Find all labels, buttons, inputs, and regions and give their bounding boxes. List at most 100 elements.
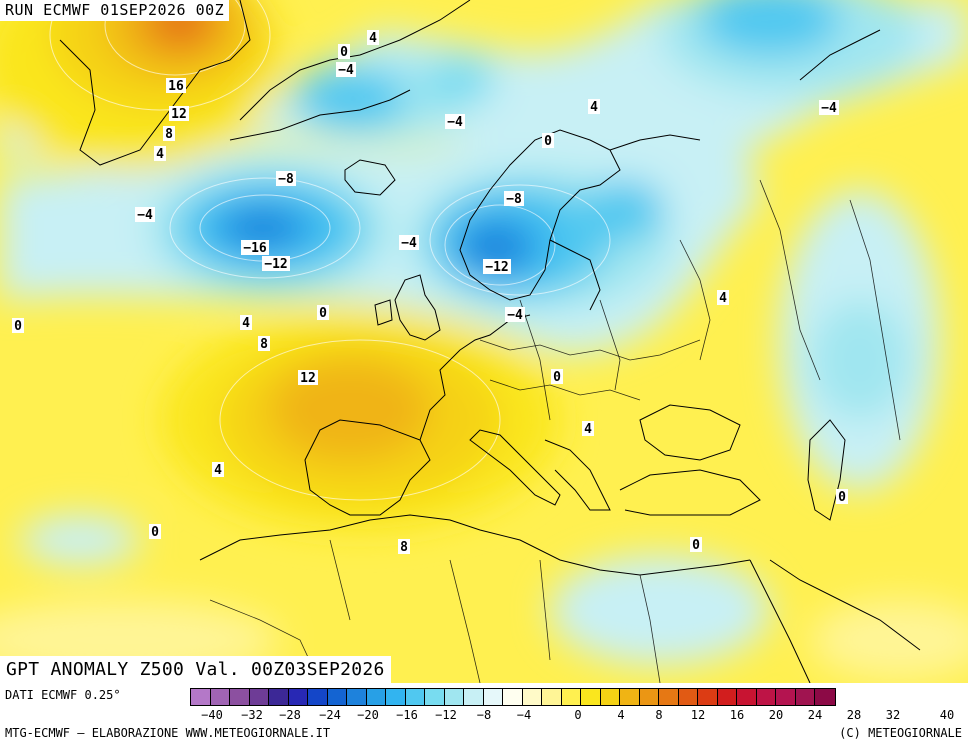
colorbar-tick-label: 28 — [846, 708, 862, 722]
contour-label: 8 — [165, 127, 173, 142]
colorbar-tick-label: −16 — [396, 708, 418, 722]
colorbar-tick-label: −24 — [319, 708, 341, 722]
colorbar-swatch — [503, 689, 523, 705]
colorbar-swatch — [191, 689, 211, 705]
contour-label-bg — [504, 191, 524, 206]
contour-label: 0 — [151, 525, 159, 540]
contour-label: −4 — [338, 63, 354, 78]
contour-label-bg — [399, 235, 419, 250]
colorbar-swatch — [639, 689, 659, 705]
contour-label: 0 — [692, 538, 700, 553]
contour-label-bg — [276, 171, 296, 186]
contour-label-bg — [367, 30, 379, 45]
contour-label: −12 — [485, 260, 508, 275]
contour-label-bg — [241, 240, 269, 255]
colorbar-tick-label: −12 — [435, 708, 457, 722]
colorbar-swatch — [542, 689, 562, 705]
contour-label: −8 — [506, 192, 522, 207]
colorbar-swatch — [776, 689, 796, 705]
colorbar-swatch — [308, 689, 328, 705]
colorbar-swatch — [659, 689, 679, 705]
colorbar-swatch — [737, 689, 757, 705]
colorbar-swatch — [405, 689, 425, 705]
contour-label-bg — [169, 106, 189, 121]
colorbar-tick-label: 12 — [690, 708, 706, 722]
contour-label: −4 — [401, 236, 417, 251]
contour-label: −16 — [243, 241, 267, 256]
anomaly-field — [0, 0, 968, 680]
colorbar-tick-label: 4 — [617, 708, 625, 722]
contour-label-bg — [135, 207, 155, 222]
contour-label: 0 — [544, 134, 552, 149]
colorbar-swatch — [269, 689, 289, 705]
contour-label-bg — [551, 369, 563, 384]
contour-label: 4 — [242, 316, 250, 331]
colorbar-swatch — [561, 689, 581, 705]
colorbar-tick-label: −32 — [241, 708, 263, 722]
colorbar-tick-label: 24 — [807, 708, 823, 722]
colorbar-swatch — [386, 689, 406, 705]
contour-label: 4 — [584, 422, 592, 437]
colorbar-swatch — [698, 689, 718, 705]
colorbar-tick-label: −28 — [279, 708, 301, 722]
contour-label: 0 — [553, 370, 561, 385]
contour-label-bg — [154, 146, 166, 161]
contour-label-bg — [298, 370, 318, 385]
colorbar-swatch — [795, 689, 815, 705]
contour-label-bg — [398, 539, 410, 554]
anomaly-map: 16 12 8 4 0 4 −4 −4 4 −4 0 −8 −4 −16 −12 −4 −8 −12 −4 0 4 8 0 1… — [0, 0, 968, 683]
colorbar-swatch — [620, 689, 640, 705]
contour-label: 8 — [400, 540, 408, 555]
colorbar-swatch — [210, 689, 230, 705]
contour-label-bg — [240, 315, 252, 330]
colorbar-swatch — [600, 689, 620, 705]
contour-label-bg — [445, 114, 465, 129]
colorbar-tick-label: −40 — [201, 708, 223, 722]
colorbar-tick-label: 8 — [655, 708, 663, 722]
contour-label: 4 — [156, 147, 164, 162]
credit-left: MTG-ECMWF – ELABORAZIONE WWW.METEOGIORNA… — [5, 726, 331, 740]
colorbar-swatch — [444, 689, 464, 705]
colorbar-tick-label: 32 — [885, 708, 901, 722]
contour-label-bg — [338, 44, 350, 59]
colorbar-swatch — [347, 689, 367, 705]
run-label: RUN ECMWF 01SEP2026 00Z — [0, 0, 230, 21]
colorbar-swatch — [678, 689, 698, 705]
contour-label-bg — [588, 99, 600, 114]
contour-label-bg — [836, 489, 848, 504]
contour-label: 16 — [168, 79, 184, 94]
contour-label-bg — [166, 78, 186, 93]
colorbar-tick-label: −20 — [357, 708, 379, 722]
colorbar-swatch — [522, 689, 542, 705]
contour-label: 0 — [319, 306, 327, 321]
contour-label: −12 — [264, 257, 287, 272]
contour-label-bg — [258, 336, 270, 351]
contour-label-bg — [483, 259, 511, 274]
colorbar-tick-label: −4 — [516, 708, 532, 722]
contour-label-bg — [542, 133, 554, 148]
colorbar-swatch — [483, 689, 503, 705]
contour-label: 12 — [300, 371, 316, 386]
contour-label-bg — [163, 126, 175, 141]
contour-label-bg — [690, 537, 702, 552]
colorbar-swatch — [756, 689, 776, 705]
credit-right: (C) METEOGIORNALE — [839, 726, 962, 740]
contour-label: −4 — [447, 115, 463, 130]
contour-label-bg — [582, 421, 594, 436]
contour-label: 0 — [340, 45, 348, 60]
colorbar-swatch — [425, 689, 445, 705]
colorbar-tick-label: 40 — [939, 708, 955, 722]
colorbar-tick-label: −8 — [476, 708, 492, 722]
contour-label-bg — [336, 62, 356, 77]
contour-label-bg — [262, 256, 290, 271]
colorbar-swatch — [249, 689, 269, 705]
contour-label: 8 — [260, 337, 268, 352]
contour-label-bg — [819, 100, 839, 115]
contour-label-bg — [505, 307, 525, 322]
contour-label-bg — [717, 290, 729, 305]
contour-label: 0 — [14, 319, 22, 334]
colorbar-swatch — [327, 689, 347, 705]
contour-label: −8 — [278, 172, 294, 187]
